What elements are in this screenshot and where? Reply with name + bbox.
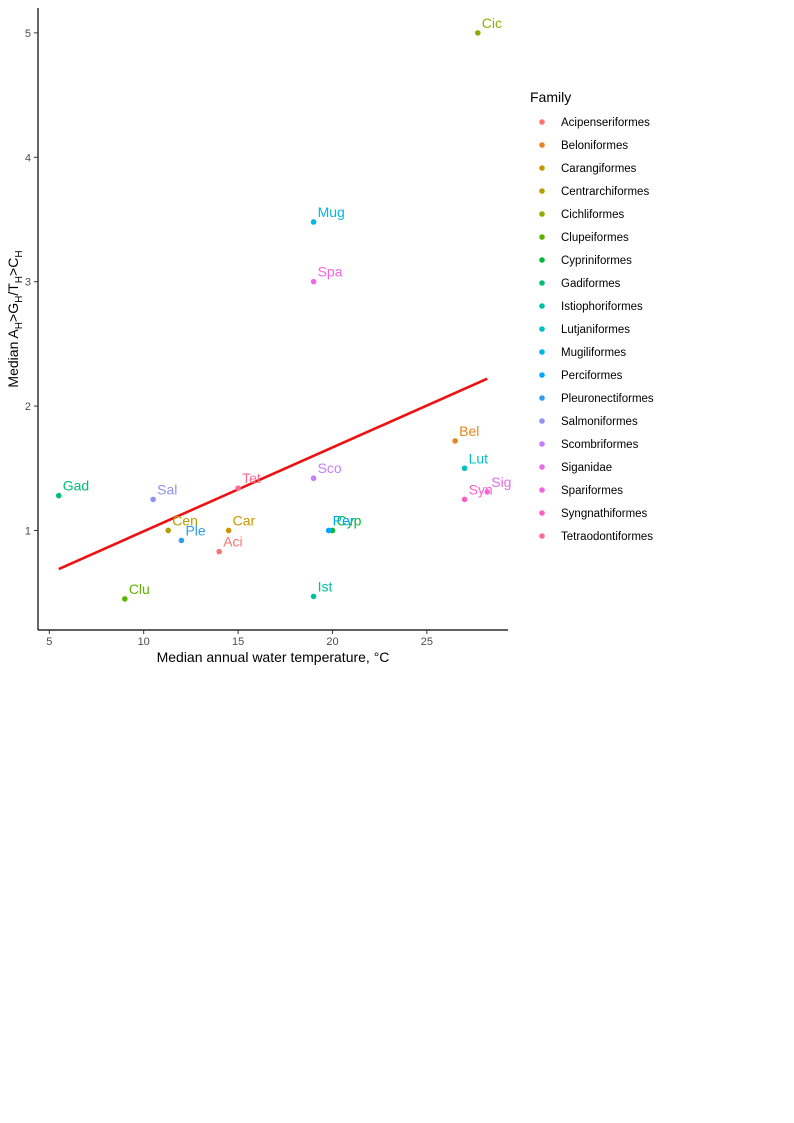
point-label: Syn	[469, 481, 493, 497]
legend-swatch	[539, 533, 545, 539]
legend-swatch	[539, 234, 545, 240]
legend-entry-label: Cypriniformes	[561, 255, 632, 267]
legend-swatch	[539, 188, 545, 194]
legend-entry-label: Acipenseriformes	[561, 117, 650, 129]
x-tick-label: 15	[232, 636, 244, 648]
y-tick-label: 3	[25, 277, 31, 289]
axes: 5 10 15 20 25 1 2 3 4 5	[25, 8, 508, 648]
data-point	[461, 496, 468, 503]
data-point	[484, 489, 491, 495]
point-label: Aci	[223, 534, 242, 550]
legend-entry-label: Perciformes	[561, 370, 623, 382]
data-point	[225, 527, 232, 534]
legend-swatch	[539, 395, 545, 401]
data-point	[235, 485, 241, 491]
x-tick-label: 10	[138, 636, 150, 648]
data-point	[122, 596, 128, 602]
data-point	[310, 475, 317, 482]
legend-swatch	[539, 418, 545, 424]
data-point	[178, 537, 185, 544]
legend-swatch	[539, 280, 545, 286]
legend-swatch	[539, 119, 545, 125]
y-tick-label: 5	[25, 28, 31, 40]
trend-line-layer	[58, 377, 488, 571]
y-axis-title: Median AH>GH/TH>CH	[5, 250, 25, 387]
legend-swatch	[539, 510, 545, 516]
x-tick-label: 20	[326, 636, 338, 648]
legend-entry-label: Syngnathiformes	[561, 508, 648, 520]
legend-entry-label: Centrarchiformes	[561, 186, 649, 198]
legend-entry-label: Scombriformes	[561, 439, 639, 451]
legend-swatch	[539, 142, 545, 148]
x-tick-label: 5	[46, 636, 52, 648]
legend-swatch	[539, 464, 545, 470]
trend-line	[58, 377, 488, 571]
y-tick-label: 2	[25, 401, 31, 413]
legend-title: Family	[530, 89, 571, 105]
point-label: Per	[333, 512, 355, 528]
legend-entry-label: Carangiformes	[561, 163, 637, 175]
legend: Family Acipenseriformes Beloniformes Caran…	[530, 89, 654, 543]
data-point	[216, 548, 223, 555]
data-point	[165, 527, 172, 534]
legend-swatch	[539, 211, 545, 217]
point-label: Ist	[318, 578, 333, 594]
legend-entry-label: Salmoniformes	[561, 416, 638, 428]
legend-swatch	[539, 326, 545, 332]
point-label: Mug	[318, 204, 345, 220]
legend-entry-label: Pleuronectiformes	[561, 393, 654, 405]
data-point	[310, 278, 317, 285]
data-point	[325, 527, 332, 534]
data-point	[474, 30, 481, 36]
legend-swatch	[539, 257, 545, 263]
legend-entry-label: Clupeiformes	[561, 232, 629, 244]
legend-entry-label: Cichliformes	[561, 209, 625, 221]
x-axis-title: Median annual water temperature, °C	[157, 649, 390, 665]
point-label: Car	[233, 512, 256, 528]
point-label: Gad	[63, 478, 89, 494]
point-label: Lut	[469, 450, 489, 466]
point-label: Cyp	[336, 512, 361, 528]
point-label: Bel	[459, 423, 479, 439]
point-label: Ple	[185, 522, 205, 538]
point-label: Cen	[172, 512, 198, 528]
points-layer: Aci Bel Car Cen Cic Clu Cyp Gad Ist Lut Mug Per Ple S…	[55, 15, 511, 602]
x-tick-label: 25	[421, 636, 433, 648]
legend-entry-label: Siganidae	[561, 462, 612, 474]
point-label: Clu	[129, 581, 150, 597]
point-label: Cic	[482, 15, 502, 31]
y-tick-label: 1	[25, 525, 31, 537]
legend-entry-label: Istiophoriformes	[561, 301, 643, 313]
legend-swatch	[539, 349, 545, 355]
data-point	[461, 465, 468, 472]
legend-swatch	[539, 303, 545, 309]
data-point	[452, 438, 458, 444]
point-label: Spa	[318, 264, 343, 280]
data-point	[55, 492, 62, 499]
point-label: Tet	[242, 470, 261, 486]
y-tick-label: 4	[25, 152, 31, 164]
legend-entry-label: Gadiformes	[561, 278, 621, 290]
data-point	[310, 219, 317, 225]
point-label: Sig	[491, 474, 511, 490]
legend-swatch	[539, 372, 545, 378]
legend-swatch	[539, 441, 545, 447]
legend-entry-label: Beloniformes	[561, 140, 628, 152]
legend-entry-label: Tetraodontiformes	[561, 531, 653, 543]
point-label: Sal	[157, 481, 177, 497]
legend-swatch	[539, 165, 545, 171]
legend-entry-label: Spariformes	[561, 485, 623, 497]
data-point	[310, 593, 317, 600]
legend-entry-label: Mugiliformes	[561, 347, 626, 359]
data-point	[150, 496, 156, 503]
point-label: Sco	[318, 460, 342, 476]
legend-swatch	[539, 487, 545, 493]
legend-entry-label: Lutjaniformes	[561, 324, 630, 336]
